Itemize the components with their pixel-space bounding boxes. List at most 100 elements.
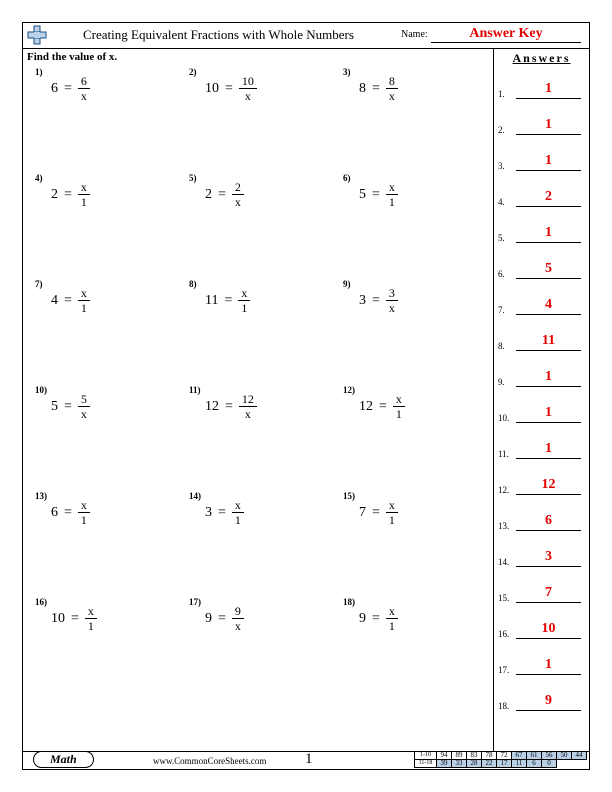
equals-sign: = [64,399,72,415]
problem: 10)5=5x [33,385,183,435]
answer-row: 5.1 [494,211,589,247]
fraction: x1 [232,499,244,526]
answer-value: 2 [516,189,581,207]
footer: Math www.CommonCoreSheets.com 1 1-109489… [23,751,589,769]
score-cell: 44 [572,752,587,760]
fraction: 3x [386,287,398,314]
problem-number: 15) [343,491,355,501]
problems-area: 1)6=6x2)10=10x3)8=8x4)2=x15)2=2x6)5=x17)… [23,67,493,751]
equation: 3=x1 [205,499,244,526]
equals-sign: = [64,187,72,203]
problem-number: 16) [35,597,47,607]
whole-number: 2 [205,187,212,203]
problem-number: 8) [189,279,197,289]
answer-number: 18. [498,701,509,711]
answer-value: 4 [516,297,581,315]
logo-plus-icon [27,25,47,45]
problem-number: 17) [189,597,201,607]
problem: 14)3=x1 [187,491,337,541]
denominator: 1 [78,301,90,314]
equation: 9=x1 [359,605,398,632]
problem-number: 10) [35,385,47,395]
denominator: x [386,89,398,102]
whole-number: 9 [359,611,366,627]
answer-number: 5. [498,233,505,243]
answer-number: 17. [498,665,509,675]
whole-number: 12 [359,399,373,415]
equals-sign: = [372,187,380,203]
answer-value: 1 [516,117,581,135]
problem: 16) 10=x1 [33,597,183,647]
problem: 6)5=x1 [341,173,491,223]
whole-number: 12 [205,399,219,415]
problem-number: 6) [343,173,351,183]
answer-number: 4. [498,197,505,207]
equation: 10=10x [205,75,257,102]
problem: 11) 12 = 12x [187,385,337,435]
denominator: x [78,407,90,420]
numerator: x [78,181,90,194]
answer-value: 1 [516,405,581,423]
equation: 10=x1 [51,605,97,632]
answer-value: 1 [516,153,581,171]
site-url: www.CommonCoreSheets.com [153,756,266,766]
answer-value: 7 [516,585,581,603]
fraction: 6x [78,75,90,102]
equals-sign: = [379,399,387,415]
answer-value: 5 [516,261,581,279]
whole-number: 6 [51,81,58,97]
equals-sign: = [64,293,72,309]
score-cell: 17 [497,760,512,768]
answers-title: Answers [494,49,589,67]
equation: 12=x1 [359,393,405,420]
answer-row: 9.1 [494,355,589,391]
problem: 3)8=8x [341,67,491,117]
answer-row: 3.1 [494,139,589,175]
fraction: x1 [238,287,250,314]
equals-sign: = [218,611,226,627]
whole-number: 7 [359,505,366,521]
fraction: x1 [78,181,90,208]
problem-number: 18) [343,597,355,607]
problem-number: 11) [189,385,201,395]
name-label: Name: [401,29,428,40]
equation: 6=6x [51,75,90,102]
fraction: 9x [232,605,244,632]
answer-value: 6 [516,513,581,531]
answer-number: 15. [498,593,509,603]
equation: 3=3x [359,287,398,314]
answer-value: 1 [516,441,581,459]
fraction: 12x [239,393,257,420]
whole-number: 5 [359,187,366,203]
problem-number: 5) [189,173,197,183]
denominator: 1 [386,195,398,208]
whole-number: 6 [51,505,58,521]
answer-number: 14. [498,557,509,567]
fraction: x1 [78,499,90,526]
fraction: x1 [85,605,97,632]
whole-number: 9 [205,611,212,627]
score-cell [572,760,587,768]
score-cell: 39 [437,760,452,768]
answer-number: 1. [498,89,505,99]
numerator: 8 [386,75,398,88]
problem: 1)6=6x [33,67,183,117]
score-range-label: 1-10 [415,752,437,760]
equation: 12 = 12x [205,393,257,420]
answer-value: 1 [516,81,581,99]
answer-value: 11 [516,333,581,351]
numerator: x [232,499,244,512]
equation: 7=x1 [359,499,398,526]
problem-number: 9) [343,279,351,289]
problem-number: 2) [189,67,197,77]
numerator: 9 [232,605,244,618]
equation: 8=8x [359,75,398,102]
answer-number: 16. [498,629,509,639]
answer-number: 10. [498,413,509,423]
answer-value: 10 [516,621,581,639]
score-cell: 28 [467,760,482,768]
whole-number: 11 [205,293,218,309]
denominator: 1 [78,513,90,526]
equals-sign: = [225,399,233,415]
body: Find the value of x. 1)6=6x2)10=10x3)8=8… [23,49,589,751]
